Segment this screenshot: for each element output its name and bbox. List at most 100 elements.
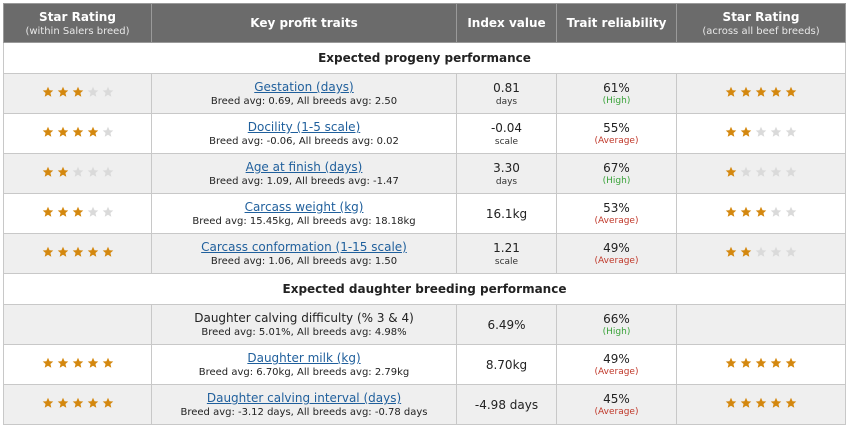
star-filled-icon (755, 206, 767, 218)
reliability-label: (Average) (594, 407, 639, 417)
star-rating (725, 86, 797, 98)
star-rating (725, 166, 797, 178)
all-breeds-star-cell (676, 304, 846, 345)
star-empty-icon (755, 126, 767, 138)
all-breeds-star-cell (676, 73, 846, 114)
star-filled-icon (725, 126, 737, 138)
all-breeds-star-cell (676, 153, 846, 194)
index-unit: scale (494, 136, 519, 147)
trait-name-link[interactable]: Gestation (days) (254, 80, 354, 94)
star-empty-icon (755, 166, 767, 178)
reliability-label: (Average) (594, 136, 639, 146)
reliability-percent: 67% (603, 161, 630, 175)
star-filled-icon (57, 397, 69, 409)
star-filled-icon (740, 397, 752, 409)
header-star-rating-all: Star Rating (across all beef breeds) (676, 3, 846, 43)
star-filled-icon (87, 246, 99, 258)
star-filled-icon (72, 246, 84, 258)
index-cell: 3.30 days (456, 153, 557, 194)
header-trait-reliability: Trait reliability (556, 3, 677, 43)
header-title: Key profit traits (250, 16, 358, 30)
reliability-cell: 67% (High) (556, 153, 677, 194)
star-empty-icon (785, 166, 797, 178)
reliability-percent: 61% (603, 81, 630, 95)
index-unit: scale (494, 256, 519, 267)
trait-averages: Breed avg: -3.12 days, All breeds avg: -… (180, 407, 428, 418)
star-filled-icon (42, 397, 54, 409)
breed-star-cell (3, 304, 152, 345)
reliability-label: (High) (602, 327, 631, 337)
star-filled-icon (57, 86, 69, 98)
star-filled-icon (42, 357, 54, 369)
star-filled-icon (57, 126, 69, 138)
reliability-label: (High) (602, 96, 631, 106)
star-empty-icon (785, 206, 797, 218)
star-filled-icon (72, 397, 84, 409)
header-star-rating-breed: Star Rating (within Salers breed) (3, 3, 152, 43)
star-filled-icon (102, 397, 114, 409)
index-unit: days (495, 96, 518, 107)
star-filled-icon (87, 357, 99, 369)
star-filled-icon (755, 86, 767, 98)
all-breeds-star-cell (676, 113, 846, 154)
star-filled-icon (72, 86, 84, 98)
star-filled-icon (725, 397, 737, 409)
trait-name-link[interactable]: Daughter milk (kg) (247, 351, 361, 365)
trait-name-link[interactable]: Age at finish (days) (245, 160, 363, 174)
star-filled-icon (755, 357, 767, 369)
star-empty-icon (770, 166, 782, 178)
header-title: Index value (467, 16, 546, 30)
star-filled-icon (87, 126, 99, 138)
index-cell: 0.81 days (456, 73, 557, 114)
trait-name-link[interactable]: Daughter calving interval (days) (206, 391, 402, 405)
index-cell: 8.70kg (456, 344, 557, 385)
header-key-profit-traits: Key profit traits (151, 3, 457, 43)
trait-averages: Breed avg: 15.45kg, All breeds avg: 18.1… (192, 216, 416, 227)
breed-star-cell (3, 153, 152, 194)
breed-star-cell (3, 73, 152, 114)
table-body: Expected progeny performance Gestation (d… (3, 42, 846, 425)
star-empty-icon (87, 86, 99, 98)
reliability-cell: 61% (High) (556, 73, 677, 114)
star-filled-icon (725, 86, 737, 98)
star-filled-icon (42, 166, 54, 178)
trait-cell: Daughter milk (kg) Breed avg: 6.70kg, All… (151, 344, 457, 385)
breed-star-cell (3, 113, 152, 154)
reliability-label: (Average) (594, 367, 639, 377)
table-row: Carcass weight (kg) Breed avg: 15.45kg, A… (3, 193, 846, 234)
reliability-cell: 53% (Average) (556, 193, 677, 234)
breed-star-cell (3, 344, 152, 385)
star-empty-icon (755, 246, 767, 258)
section-row: Expected progeny performance (3, 42, 846, 74)
star-rating (725, 126, 797, 138)
trait-averages: Breed avg: 5.01%, All breeds avg: 4.98% (201, 327, 407, 338)
trait-name-link[interactable]: Carcass conformation (1-15 scale) (201, 240, 407, 254)
star-rating (725, 357, 797, 369)
star-filled-icon (725, 357, 737, 369)
breed-star-cell (3, 384, 152, 425)
trait-name-link[interactable]: Docility (1-5 scale) (247, 120, 361, 134)
trait-cell: Docility (1-5 scale) Breed avg: -0.06, Al… (151, 113, 457, 154)
trait-averages: Breed avg: 6.70kg, All breeds avg: 2.79k… (198, 367, 410, 378)
reliability-percent: 49% (603, 352, 630, 366)
star-filled-icon (87, 397, 99, 409)
star-rating (42, 357, 114, 369)
star-rating (725, 206, 797, 218)
trait-cell: Gestation (days) Breed avg: 0.69, All bre… (151, 73, 457, 114)
star-empty-icon (102, 166, 114, 178)
trait-cell: Daughter calving difficulty (% 3 & 4) Bre… (151, 304, 457, 345)
trait-averages: Breed avg: 1.09, All breeds avg: -1.47 (209, 176, 399, 187)
index-value: 6.49% (487, 317, 526, 332)
star-empty-icon (87, 166, 99, 178)
trait-name-link[interactable]: Carcass weight (kg) (244, 200, 364, 214)
trait-name: Daughter calving difficulty (% 3 & 4) (194, 311, 414, 325)
index-cell: -0.04 scale (456, 113, 557, 154)
index-value: -4.98 days (474, 397, 539, 412)
header-subtitle: (within Salers breed) (25, 25, 130, 37)
index-value: 0.81 (493, 80, 520, 95)
star-empty-icon (785, 246, 797, 258)
table-row: Age at finish (days) Breed avg: 1.09, All… (3, 153, 846, 194)
reliability-label: (Average) (594, 256, 639, 266)
index-value: 3.30 (493, 160, 520, 175)
star-empty-icon (102, 206, 114, 218)
